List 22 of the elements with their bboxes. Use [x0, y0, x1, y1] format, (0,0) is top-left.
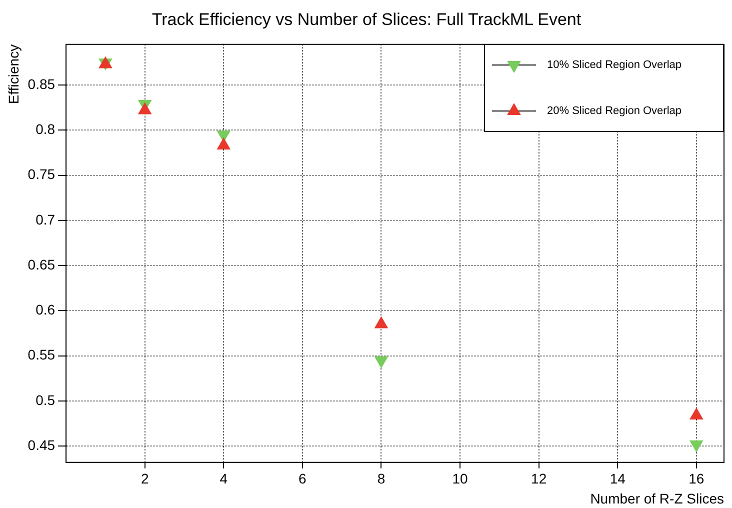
legend-label: 10% Sliced Region Overlap: [547, 59, 682, 72]
x-tick-label: 10: [452, 470, 468, 487]
x-tick-label: 6: [298, 470, 307, 487]
y-tick-label: 0.7: [36, 211, 56, 228]
x-tick-label: 8: [377, 470, 386, 487]
y-tick-label: 0.65: [28, 256, 56, 272]
x-tick-label: 16: [688, 470, 704, 487]
y-tick-label: 0.6: [36, 302, 56, 318]
x-tick-label: 4: [220, 470, 228, 487]
y-tick-label: 0.45: [28, 437, 56, 454]
y-axis-title: Efficiency: [5, 44, 22, 104]
legend-label: 20% Sliced Region Overlap: [547, 105, 682, 118]
y-tick-label: 0.5: [36, 392, 56, 408]
y-tick-label: 0.8: [36, 121, 56, 138]
y-tick-label: 0.75: [28, 166, 56, 182]
x-tick-label: 14: [610, 470, 626, 487]
chart-title: Track Efficiency vs Number of Slices: Full TrackML Event: [152, 10, 582, 29]
y-tick-label: 0.85: [28, 76, 56, 92]
x-tick-label: 2: [140, 470, 149, 487]
x-tick-label: 12: [531, 470, 547, 487]
x-axis-title: Number of R-Z Slices: [590, 490, 724, 506]
y-tick-label: 0.55: [28, 346, 56, 363]
